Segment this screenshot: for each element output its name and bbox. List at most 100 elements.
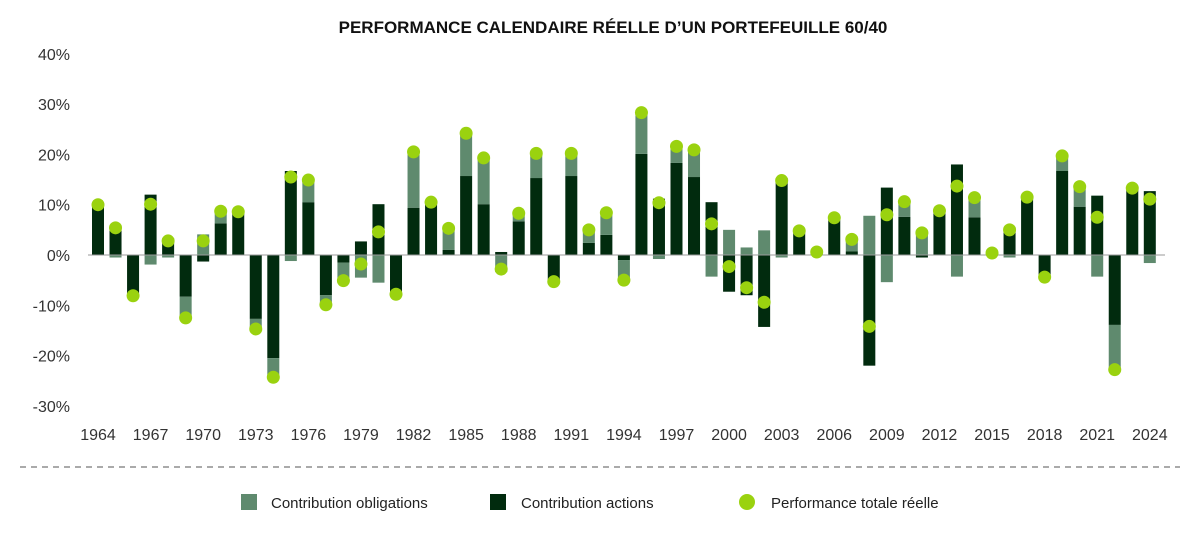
dot-total xyxy=(564,146,578,160)
bar-stocks xyxy=(442,249,455,255)
dots xyxy=(91,106,1157,384)
dot-total xyxy=(915,226,929,240)
dot-total xyxy=(231,205,245,219)
bar-stocks xyxy=(635,153,648,255)
dot-total xyxy=(862,319,876,333)
legend-swatch-stocks xyxy=(490,494,506,510)
bar-stocks xyxy=(915,255,928,258)
dot-total xyxy=(1038,270,1052,284)
dot-total xyxy=(652,196,666,210)
bar-stocks xyxy=(425,203,438,255)
dot-total xyxy=(354,257,368,271)
x-tick-label: 2024 xyxy=(1132,427,1168,444)
bar-bonds xyxy=(109,255,122,258)
dot-total xyxy=(161,234,175,248)
dot-total xyxy=(494,262,508,276)
bar-stocks xyxy=(898,216,911,255)
dot-total xyxy=(582,223,596,237)
bar-bonds xyxy=(1091,255,1104,277)
bar-stocks xyxy=(950,164,963,255)
legend-dot-total xyxy=(739,494,755,510)
x-tick-label: 2009 xyxy=(869,427,905,444)
dot-total xyxy=(950,179,964,193)
bar-stocks xyxy=(267,255,280,359)
bar-bonds xyxy=(372,255,385,283)
dot-total xyxy=(1108,363,1122,377)
x-tick-label: 1982 xyxy=(396,427,432,444)
dot-total xyxy=(810,245,824,259)
dot-total xyxy=(389,287,403,301)
bar-stocks xyxy=(933,213,946,255)
dot-total xyxy=(669,139,683,153)
x-tick-label: 2012 xyxy=(922,427,958,444)
bar-stocks xyxy=(477,204,490,255)
bar-stocks xyxy=(495,251,508,255)
dot-total xyxy=(1055,149,1069,163)
bar-stocks xyxy=(1143,191,1156,255)
x-axis: 1964 1967 1970 1973 1976 1979 1982 1985 1988 1991… xyxy=(80,427,1167,444)
dot-total xyxy=(214,204,228,218)
y-axis: 40% 30% 20% 10% 0% -10% -20% -30% xyxy=(33,47,70,416)
dot-total xyxy=(880,208,894,222)
dot-total xyxy=(442,221,456,235)
dot-total xyxy=(319,298,333,312)
bar-stocks xyxy=(600,234,613,255)
dot-total xyxy=(1003,223,1017,237)
bar-stocks xyxy=(407,207,420,255)
bar-stocks xyxy=(863,255,876,366)
bar-stocks xyxy=(547,255,560,282)
dot-total xyxy=(599,206,613,220)
dot-total xyxy=(371,225,385,239)
dot-total xyxy=(1125,181,1139,195)
bar-stocks xyxy=(617,255,630,261)
x-tick-label: 1988 xyxy=(501,427,537,444)
chart-title: PERFORMANCE CALENDAIRE RÉELLE D’UN PORTE… xyxy=(339,18,888,37)
bar-stocks xyxy=(880,187,893,255)
dot-total xyxy=(1090,210,1104,224)
x-tick-label: 1985 xyxy=(448,427,484,444)
x-tick-label: 1967 xyxy=(133,427,169,444)
bar-bonds xyxy=(758,230,771,255)
bar-stocks xyxy=(460,176,473,255)
bar-stocks xyxy=(302,202,315,255)
bar-bonds xyxy=(635,112,648,154)
legend-label-total: Performance totale réelle xyxy=(771,495,939,512)
y-tick-label: -20% xyxy=(33,349,70,366)
x-tick-label: 2018 xyxy=(1027,427,1063,444)
dot-total xyxy=(459,126,473,140)
bar-stocks xyxy=(652,198,665,255)
dot-total xyxy=(144,197,158,211)
bar-stocks xyxy=(793,233,806,255)
x-tick-label: 2015 xyxy=(974,427,1010,444)
dot-total xyxy=(424,195,438,209)
x-tick-label: 1970 xyxy=(185,427,221,444)
dot-total xyxy=(845,232,859,246)
bar-stocks xyxy=(775,178,788,255)
y-tick-label: 40% xyxy=(38,47,70,64)
x-tick-label: 2006 xyxy=(816,427,852,444)
bar-stocks xyxy=(968,217,981,255)
legend: Contribution obligations Contribution ac… xyxy=(241,494,939,512)
y-tick-label: 30% xyxy=(38,97,70,114)
dot-total xyxy=(407,145,421,159)
bar-bonds xyxy=(740,247,753,255)
bar-bonds xyxy=(1003,255,1016,258)
dot-total xyxy=(249,322,263,336)
x-tick-label: 2003 xyxy=(764,427,800,444)
legend-label-bonds: Contribution obligations xyxy=(271,495,428,512)
bar-bonds xyxy=(162,255,175,258)
legend-swatch-bonds xyxy=(241,494,257,510)
dot-total xyxy=(827,211,841,225)
dot-total xyxy=(897,195,911,209)
bar-stocks xyxy=(1073,206,1086,255)
bar-stocks xyxy=(845,251,858,255)
bar-stocks xyxy=(688,177,701,255)
dot-total xyxy=(792,224,806,238)
bar-stocks xyxy=(512,221,525,255)
bar-bonds xyxy=(863,215,876,255)
bar-stocks xyxy=(179,255,192,297)
dot-total xyxy=(722,260,736,274)
dot-total xyxy=(740,281,754,295)
bar-stocks xyxy=(337,255,350,263)
bar-stocks xyxy=(284,170,297,255)
